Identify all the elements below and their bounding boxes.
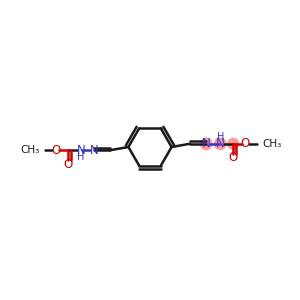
Circle shape	[214, 138, 226, 149]
Circle shape	[200, 138, 212, 149]
Text: H: H	[76, 152, 84, 162]
Circle shape	[228, 138, 238, 149]
Text: N: N	[76, 144, 85, 157]
Text: N: N	[216, 137, 225, 150]
Text: O: O	[51, 144, 61, 157]
Text: O: O	[229, 151, 238, 164]
Text: O: O	[63, 158, 73, 171]
Text: O: O	[240, 137, 250, 150]
Text: N: N	[202, 137, 211, 150]
Text: CH₃: CH₃	[262, 139, 282, 149]
Text: CH₃: CH₃	[21, 145, 40, 155]
Text: N: N	[89, 144, 98, 157]
Text: H: H	[217, 132, 224, 142]
